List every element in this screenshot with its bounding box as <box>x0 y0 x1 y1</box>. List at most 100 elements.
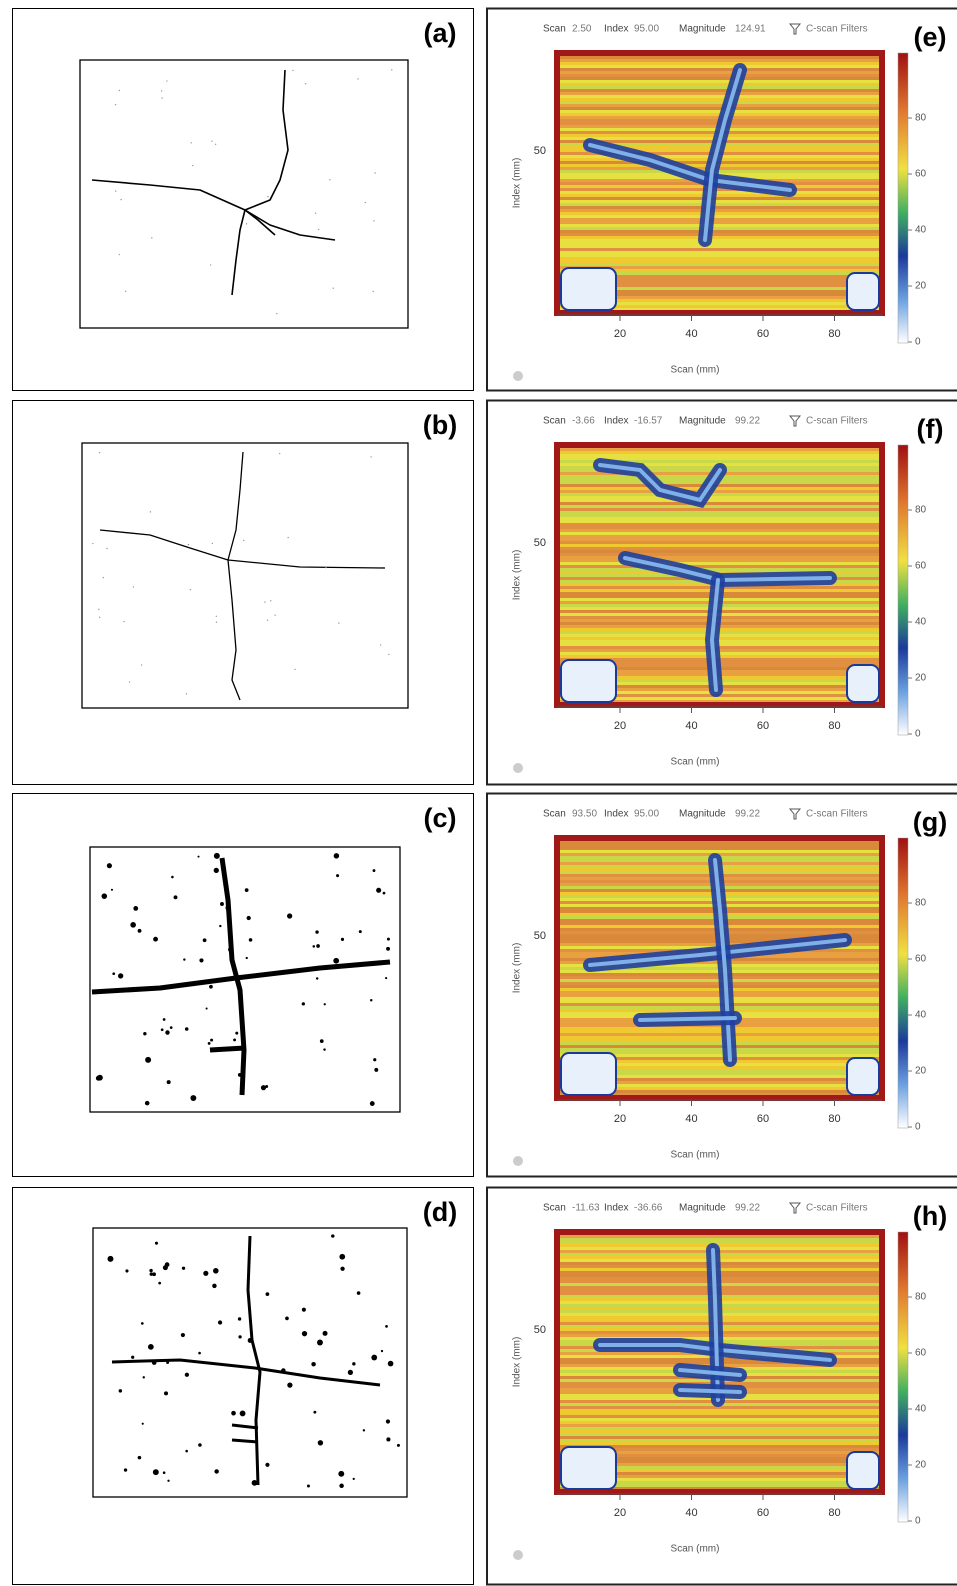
speck <box>151 1360 157 1365</box>
heatmap-row <box>557 1484 882 1487</box>
corner-blob <box>846 664 880 703</box>
heatmap-row <box>557 634 882 637</box>
x-tick-label: 60 <box>757 1507 769 1519</box>
heatmap-row <box>557 1238 882 1241</box>
speck <box>144 1100 150 1106</box>
heatmap-row <box>557 245 882 248</box>
colorbar-tick-label: 0 <box>915 337 921 348</box>
speck <box>118 253 121 256</box>
speck <box>161 97 163 99</box>
heatmap-row <box>557 62 882 65</box>
speck <box>192 164 194 167</box>
crack-core <box>588 143 792 192</box>
filters-button: C-scan Filters <box>806 1203 868 1214</box>
panel-border <box>12 400 474 785</box>
speck <box>147 1344 154 1350</box>
speck <box>242 539 245 542</box>
speck <box>317 1440 324 1446</box>
speck <box>322 1330 328 1336</box>
speck <box>332 287 334 289</box>
speck <box>386 946 391 951</box>
panel-label: (a) <box>424 18 457 48</box>
speck <box>190 1095 197 1101</box>
colorbar-tick-label: 40 <box>915 225 927 236</box>
heatmap-row <box>557 850 882 853</box>
heatmap-row <box>557 56 882 59</box>
heatmap-row <box>557 278 882 281</box>
filter-icon <box>788 415 802 427</box>
speck <box>333 957 340 964</box>
heatmap-row <box>557 535 882 538</box>
speck <box>214 143 217 146</box>
speck <box>137 1455 142 1460</box>
speck <box>352 1477 355 1481</box>
heatmap-edge <box>554 50 885 316</box>
speck <box>167 1479 170 1482</box>
heatmap-row <box>557 59 882 62</box>
header-index-label: Index <box>604 416 628 427</box>
heatmap-row <box>557 1069 882 1072</box>
crack-core <box>588 938 847 967</box>
speck <box>370 456 372 458</box>
speck <box>386 937 390 941</box>
crack <box>231 69 289 296</box>
x-tick-label: 20 <box>614 1507 626 1519</box>
speck <box>287 536 289 539</box>
speck <box>141 1422 144 1425</box>
heatmap-row <box>557 188 882 191</box>
speck <box>166 1080 171 1085</box>
speck <box>181 1266 186 1270</box>
x-tick-label: 60 <box>757 720 769 732</box>
heatmap-row <box>557 1457 882 1460</box>
heatmap-row <box>557 104 882 107</box>
filters-button: C-scan Filters <box>806 416 868 427</box>
speck <box>311 1361 316 1367</box>
heatmap-row <box>557 529 882 532</box>
heatmap-edge <box>554 835 885 1101</box>
heatmap-row <box>557 281 882 284</box>
heatmap-row <box>557 86 882 89</box>
heatmap-row <box>557 547 882 550</box>
speck <box>102 576 105 579</box>
speck <box>270 600 272 602</box>
panel-label: (e) <box>914 22 947 52</box>
crack <box>209 1045 246 1053</box>
heatmap-row <box>557 206 882 209</box>
colorbar-tick-label: 60 <box>915 169 927 180</box>
speck <box>325 566 327 569</box>
speck <box>331 1234 335 1238</box>
speck <box>388 653 390 656</box>
header-scan-label: Scan <box>543 24 566 35</box>
y-tick-label: 50 <box>534 1324 546 1336</box>
heatmap-row <box>557 853 882 856</box>
x-tick-label: 60 <box>757 328 769 340</box>
crack <box>111 1358 381 1387</box>
speck <box>306 1484 310 1488</box>
speck <box>265 1292 270 1296</box>
heatmap-row <box>557 1448 882 1451</box>
filters-button: C-scan Filters <box>806 24 868 35</box>
speck <box>166 1361 170 1364</box>
colorbar <box>897 52 909 344</box>
heatmap-row <box>557 697 882 700</box>
heatmap-row <box>557 526 882 529</box>
speck <box>329 178 331 181</box>
header-scan: -3.66 <box>572 416 595 427</box>
speck <box>231 1410 236 1416</box>
speck <box>281 1368 286 1373</box>
heatmap-row <box>557 1415 882 1418</box>
heatmap-row <box>557 272 882 275</box>
heatmap-row <box>557 514 882 517</box>
x-tick-label: 80 <box>828 1113 840 1125</box>
panel-label: (g) <box>913 807 947 837</box>
x-tick-label: 80 <box>828 328 840 340</box>
speck <box>120 198 122 201</box>
colorbar-tick-label: 80 <box>915 1292 927 1303</box>
heatmap-row <box>557 1421 882 1424</box>
heatmap-row <box>557 517 882 520</box>
heatmap-row <box>557 299 882 302</box>
heatmap-row <box>557 92 882 95</box>
speck <box>276 312 278 315</box>
crack <box>244 209 276 236</box>
heatmap-row <box>557 1078 882 1081</box>
